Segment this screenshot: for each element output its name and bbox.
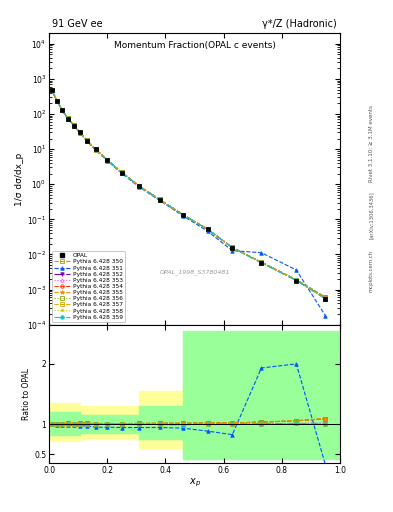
Y-axis label: 1/σ dσ/dx_p: 1/σ dσ/dx_p <box>15 153 24 206</box>
Text: 91 GeV ee: 91 GeV ee <box>52 19 103 29</box>
Legend: OPAL, Pythia 6.428 350, Pythia 6.428 351, Pythia 6.428 352, Pythia 6.428 353, Py: OPAL, Pythia 6.428 350, Pythia 6.428 351… <box>52 251 125 322</box>
Text: OPAL_1998_S3780481: OPAL_1998_S3780481 <box>159 269 230 275</box>
Text: γ*/Z (Hadronic): γ*/Z (Hadronic) <box>262 19 337 29</box>
X-axis label: $x_p$: $x_p$ <box>189 477 200 489</box>
Text: mcplots.cern.ch: mcplots.cern.ch <box>369 250 374 292</box>
Text: Rivet 3.1.10; ≥ 3.1M events: Rivet 3.1.10; ≥ 3.1M events <box>369 105 374 182</box>
Text: Momentum Fraction(OPAL c events): Momentum Fraction(OPAL c events) <box>114 40 275 50</box>
Y-axis label: Ratio to OPAL: Ratio to OPAL <box>22 368 31 420</box>
Text: [arXiv:1306.3436]: [arXiv:1306.3436] <box>369 191 374 239</box>
